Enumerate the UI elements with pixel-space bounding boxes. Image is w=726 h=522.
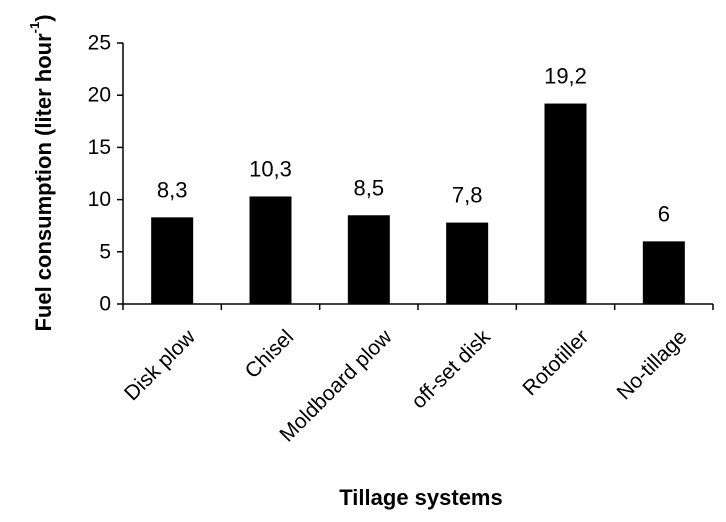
data-label: 6: [658, 201, 670, 226]
y-axis-ticks: 0 5 10 15 20 25: [88, 32, 123, 316]
bar-4: [544, 103, 587, 304]
data-label: 7,8: [452, 183, 483, 208]
x-axis-title: Tillage systems: [339, 485, 502, 510]
x-tick-label: Rototiller: [518, 325, 593, 400]
y-tick-label: 10: [88, 188, 111, 211]
bar-1: [249, 196, 292, 304]
bars: [151, 103, 685, 304]
x-tick-label: No-tillage: [613, 325, 692, 404]
y-tick-label: 20: [88, 84, 111, 107]
y-tick-label: 25: [88, 32, 111, 55]
data-label: 8,3: [157, 177, 188, 202]
data-label: 10,3: [249, 156, 292, 181]
y-tick-label: 5: [99, 240, 111, 263]
x-tick-label: off-set disk: [407, 325, 495, 413]
bar-0: [151, 217, 194, 304]
bar-2: [347, 215, 390, 304]
x-tick-label: Chisel: [241, 325, 299, 383]
bar-3: [446, 222, 489, 304]
data-label: 19,2: [544, 64, 587, 89]
y-tick-label: 15: [88, 136, 111, 159]
y-axis-title: Fuel consumption (liter hour-1): [27, 14, 55, 331]
y-tick-label: 0: [99, 293, 111, 316]
data-labels: 8,3 10,3 8,5 7,8 19,2 6: [157, 64, 670, 227]
data-label: 8,5: [354, 175, 385, 200]
bar-5: [642, 241, 685, 304]
x-tick-label: Disk plow: [120, 325, 200, 405]
